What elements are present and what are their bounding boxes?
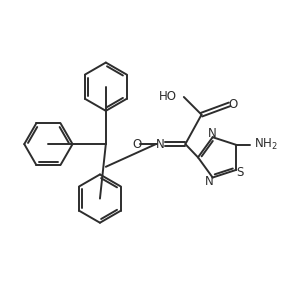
Text: S: S [236, 166, 244, 179]
Text: O: O [132, 138, 141, 151]
Text: N: N [208, 127, 217, 140]
Text: HO: HO [159, 91, 177, 103]
Text: N: N [156, 138, 165, 151]
Text: NH$_2$: NH$_2$ [254, 137, 278, 152]
Text: O: O [228, 98, 238, 111]
Text: N: N [205, 175, 214, 188]
